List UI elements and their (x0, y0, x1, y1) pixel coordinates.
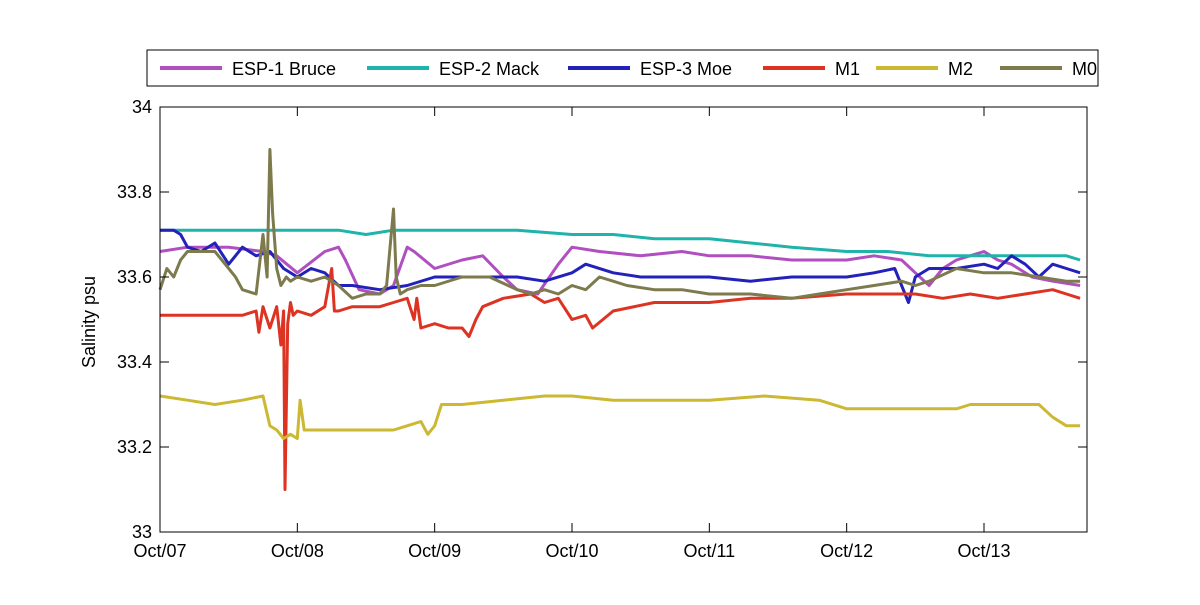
legend-label: M2 (948, 59, 973, 79)
axes-frame (159, 106, 1088, 533)
x-tick-label: Oct/12 (820, 541, 873, 561)
series-line-esp-1-bruce (159, 245, 1081, 296)
plot-area (160, 107, 1087, 532)
legend-label: ESP-1 Bruce (232, 59, 336, 79)
x-tick-label: Oct/09 (408, 541, 461, 561)
series-line-esp-2-mack (160, 228, 1081, 262)
y-tick-label: 34 (132, 97, 152, 117)
series-line-esp-3-moe (160, 228, 1081, 304)
legend: ESP-1 Bruce ESP-2 Mack ESP-3 Moe M1 M2 M0 (146, 49, 1099, 87)
series-layer (158, 148, 1081, 491)
legend-label: M1 (835, 59, 860, 79)
axes-layer: Oct/07 Oct/08 Oct/09 Oct/10 Oct/11 Oct/12 Oct/… (117, 97, 1088, 561)
plot-background (160, 107, 1087, 532)
y-tick-label: 33 (132, 522, 152, 542)
x-tick-label: Oct/08 (271, 541, 324, 561)
series-line-m1 (160, 267, 1081, 491)
y-tick-label: 33.6 (117, 267, 152, 287)
x-tick-label: Oct/11 (683, 541, 735, 561)
legend-label: ESP-3 Moe (640, 59, 732, 79)
y-axis-label: Salinity psu (79, 276, 99, 368)
x-tick-label: Oct/13 (957, 541, 1010, 561)
y-tick-label: 33.4 (117, 352, 152, 372)
series-line-m0 (158, 148, 1081, 300)
legend-label: ESP-2 Mack (439, 59, 540, 79)
legend-label: M0 (1072, 59, 1097, 79)
x-tick-label: Oct/07 (133, 541, 186, 561)
x-tick-label: Oct/10 (545, 541, 598, 561)
y-tick-label: 33.8 (117, 182, 152, 202)
y-tick-label: 33.2 (117, 437, 152, 457)
series-line-m2 (159, 394, 1081, 440)
